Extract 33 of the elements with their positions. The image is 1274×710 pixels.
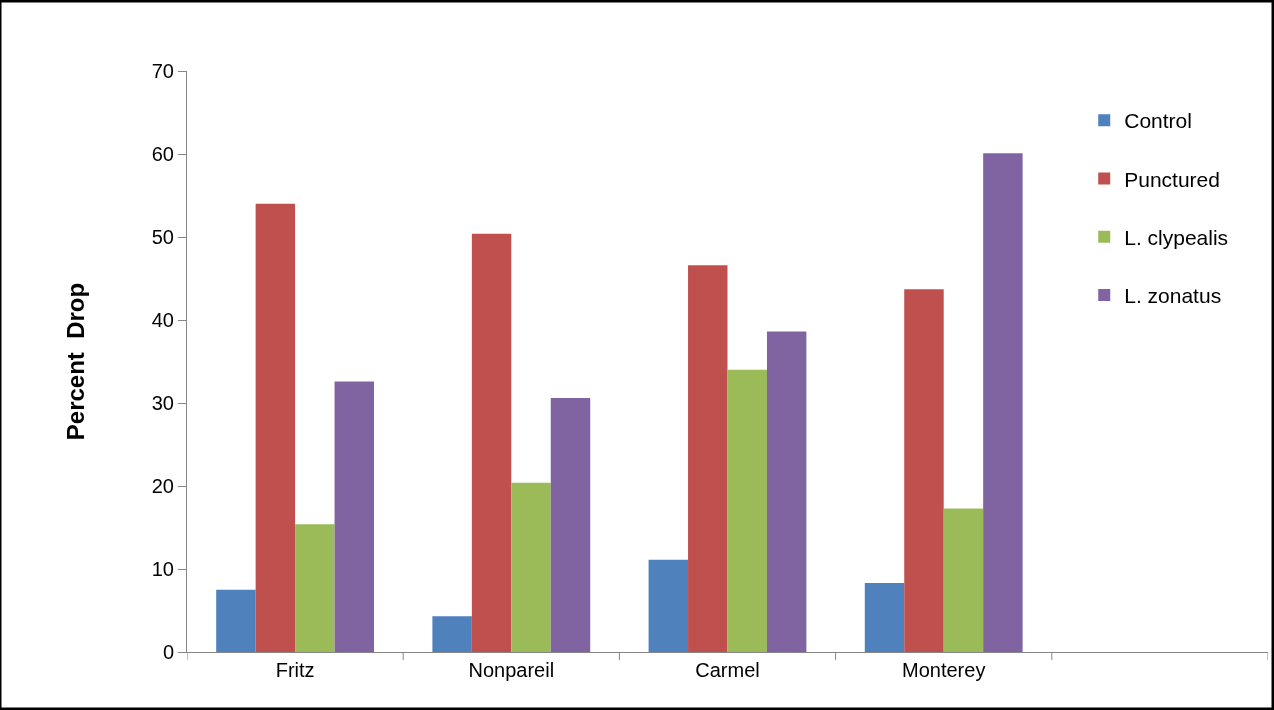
bar <box>864 583 905 652</box>
bar <box>688 265 728 652</box>
x-tick-label: Fritz <box>275 659 315 681</box>
bar <box>550 398 591 652</box>
bar <box>983 153 1023 652</box>
y-tick-label: 0 <box>162 641 174 663</box>
bar <box>295 524 335 652</box>
x-tick-label: Nonpareil <box>468 659 555 681</box>
y-tick-label: 40 <box>151 309 174 331</box>
x-tick-label: Monterey <box>902 659 986 681</box>
legend-label: Punctured <box>1124 167 1220 191</box>
legend-label: L. clypealis <box>1124 225 1229 249</box>
bar <box>432 616 472 652</box>
bar <box>943 508 984 652</box>
x-tick-label: Carmel <box>695 659 760 681</box>
legend-label: Control <box>1124 109 1192 133</box>
y-axis-title: Percent Drop <box>61 282 89 441</box>
bar <box>511 482 551 652</box>
y-tick-label: 50 <box>151 226 174 248</box>
bar <box>766 331 807 652</box>
bar <box>216 589 256 652</box>
y-tick-label: 60 <box>151 143 174 165</box>
y-tick-label: 70 <box>151 60 174 82</box>
bar <box>255 203 296 652</box>
bar <box>334 381 375 652</box>
bar <box>648 559 689 652</box>
bar <box>727 369 767 652</box>
y-tick-label: 10 <box>151 558 174 580</box>
bar <box>471 233 512 652</box>
y-tick-label: 20 <box>151 475 174 497</box>
legend-label: L. zonatus <box>1124 284 1222 308</box>
y-tick-label: 30 <box>151 392 174 414</box>
bar <box>904 289 944 652</box>
